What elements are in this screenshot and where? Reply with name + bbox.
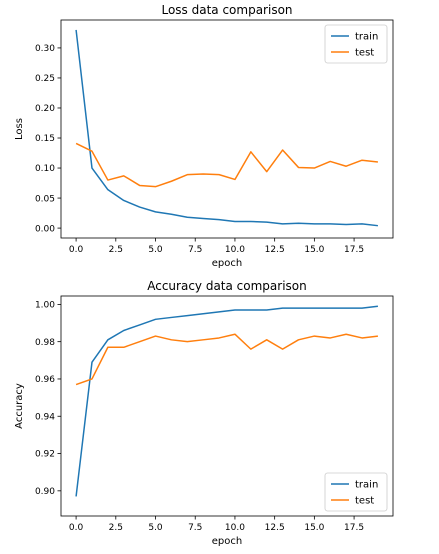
x-tick-label: 12.5 [265,245,285,255]
y-tick-label: 0.10 [35,164,55,174]
y-tick-label: 0.25 [35,74,55,84]
y-tick-label: 0.30 [35,44,55,54]
x-axis-label: epoch [212,536,242,547]
x-tick-label: 0.0 [69,523,84,533]
chart-title: Loss data comparison [161,3,292,17]
y-tick-label: 0.15 [35,134,55,144]
chart-1: Accuracy data comparison 0.0 2.5 5.0 7.5 10.0… [14,279,394,547]
chart-0: Loss data comparison 0.0 2.5 5.0 7.5 10.0 12.5… [14,3,394,269]
x-tick-label: 0.0 [69,245,84,255]
x-tick-label: 12.5 [265,523,285,533]
y-tick-label: 0.98 [35,338,55,348]
y-axis-label: Loss [14,118,25,140]
y-tick-label: 0.20 [35,104,55,114]
y-tick-label: 0.90 [35,487,55,497]
x-tick-label: 17.5 [344,523,364,533]
x-tick-label: 5.0 [148,245,163,255]
legend-label-train: train [355,32,378,43]
y-tick-label: 0.94 [35,412,55,422]
y-tick-label: 0.05 [35,194,55,204]
legend: train test [324,472,388,512]
series-line-test [75,333,378,386]
x-tick-label: 5.0 [148,523,163,533]
x-axis-label: epoch [212,258,242,269]
axes-frame [60,19,394,239]
x-tick-label: 7.5 [188,523,202,533]
x-tick-label: 15.0 [304,245,324,255]
x-tick-label: 17.5 [344,245,364,255]
x-tick-label: 10.0 [225,523,245,533]
x-tick-label: 7.5 [188,245,202,255]
y-tick-label: 0.00 [35,224,55,234]
legend-label-test: test [355,496,374,507]
legend-label-train: train [355,480,378,491]
legend-label-test: test [355,48,374,59]
x-tick-label: 15.0 [304,523,324,533]
y-tick-label: 0.96 [35,375,55,385]
x-tick-label: 2.5 [109,523,123,533]
legend-box [324,472,388,512]
series-line-test [75,142,378,188]
axes-frame [60,295,394,517]
x-tick-label: 2.5 [109,245,123,255]
series-line-train [75,29,378,227]
x-tick-label: 10.0 [225,245,245,255]
y-tick-label: 0.92 [35,450,55,460]
legend-box [324,24,388,64]
y-tick-label: 1.00 [35,301,55,311]
legend: train test [324,24,388,64]
chart-title: Accuracy data comparison [147,279,307,293]
series-line-train [75,305,378,497]
y-axis-label: Accuracy [14,383,25,429]
